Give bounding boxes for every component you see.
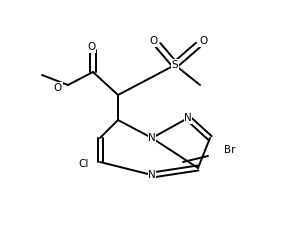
Text: Br: Br: [224, 145, 236, 155]
Text: O: O: [199, 36, 207, 46]
Text: N: N: [148, 133, 156, 143]
Text: O: O: [87, 42, 95, 52]
Text: S: S: [172, 60, 178, 70]
Text: O: O: [149, 36, 157, 46]
Text: N: N: [148, 170, 156, 180]
Text: Cl: Cl: [79, 159, 89, 169]
Text: O: O: [54, 83, 62, 93]
Text: N: N: [184, 113, 192, 123]
